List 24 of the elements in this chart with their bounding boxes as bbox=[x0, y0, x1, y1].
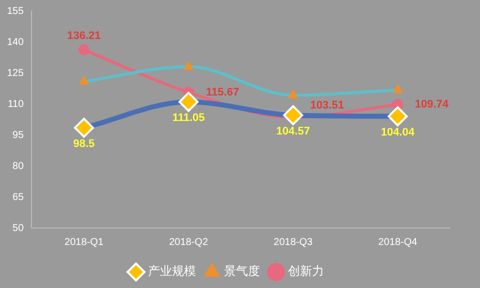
y-tick-label: 140 bbox=[6, 36, 24, 48]
x-tick-label: 2018-Q4 bbox=[378, 236, 418, 248]
y-tick-label: 65 bbox=[12, 192, 24, 203]
y-tick-label: 80 bbox=[12, 160, 24, 172]
data-label: 111.05 bbox=[172, 112, 205, 124]
y-tick-label: 50 bbox=[12, 222, 24, 234]
data-label: 136.21 bbox=[67, 30, 101, 42]
x-tick-label: 2018-Q2 bbox=[169, 236, 208, 248]
legend-label: 产业规模 bbox=[148, 264, 196, 278]
legend-label: 景气度 bbox=[224, 264, 260, 278]
data-label: 98.5 bbox=[73, 138, 95, 150]
y-tick-label: 95 bbox=[12, 130, 24, 141]
y-tick-label: 110 bbox=[8, 98, 24, 110]
data-label: 115.67 bbox=[206, 86, 240, 98]
y-tick-label: 125 bbox=[6, 68, 24, 79]
x-tick-label: 2018-Q3 bbox=[274, 236, 314, 248]
point bbox=[78, 44, 90, 56]
x-tick-label: 2018-Q1 bbox=[64, 236, 104, 248]
data-label: 109.74 bbox=[414, 98, 450, 111]
y-tick-label: 155 bbox=[6, 6, 24, 17]
data-label: 104.04 bbox=[380, 126, 416, 138]
data-label: 104.57 bbox=[276, 125, 310, 138]
legend-label: 创新力 bbox=[288, 264, 324, 278]
data-label: 103.51 bbox=[310, 99, 344, 112]
